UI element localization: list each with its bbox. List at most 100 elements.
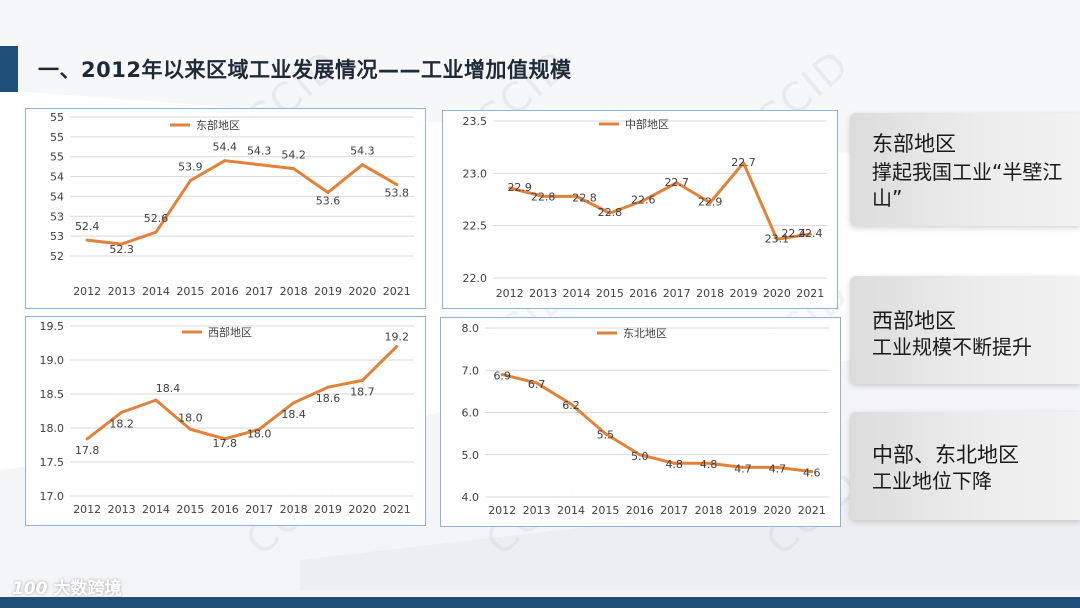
data-point bbox=[154, 230, 158, 234]
data-label: 22.9 bbox=[507, 181, 532, 194]
card-body: 工业地位下降 bbox=[872, 469, 992, 493]
x-tick-label: 2019 bbox=[729, 504, 757, 517]
chart-west-svg: 17.0 17.5 18.0 18.5 19.0 19.5 2012 2013 2014 2015… bbox=[40, 320, 414, 516]
data-point bbox=[675, 181, 679, 185]
data-point bbox=[569, 402, 573, 406]
data-point bbox=[292, 401, 296, 405]
data-point bbox=[120, 242, 124, 246]
y-tick-label: 55 bbox=[50, 111, 64, 124]
data-point bbox=[707, 461, 711, 465]
x-tick-label: 2018 bbox=[280, 285, 308, 298]
x-tick-label: 2015 bbox=[176, 285, 204, 298]
x-tick-label: 2013 bbox=[108, 285, 136, 298]
data-label: 4.6 bbox=[803, 467, 821, 480]
data-label: 18.4 bbox=[281, 408, 306, 421]
series-line bbox=[87, 159, 398, 246]
data-label: 5.5 bbox=[597, 429, 615, 442]
x-tick-label: 2016 bbox=[626, 504, 654, 517]
data-label: 52.4 bbox=[75, 220, 100, 233]
card-body: 工业规模不断提升 bbox=[872, 335, 1032, 359]
data-point bbox=[188, 179, 192, 183]
x-tick-label: 2015 bbox=[596, 287, 624, 300]
data-label: 53.9 bbox=[178, 161, 203, 174]
data-label: 22.7 bbox=[731, 156, 756, 169]
data-point bbox=[742, 161, 745, 165]
y-tick-label: 52 bbox=[50, 250, 64, 263]
data-label: 22.7 bbox=[664, 176, 689, 189]
data-point bbox=[120, 410, 124, 414]
data-label: 6.9 bbox=[493, 369, 511, 382]
data-label: 54.3 bbox=[247, 145, 272, 158]
x-tick-label: 2019 bbox=[730, 287, 758, 300]
data-label: 4.8 bbox=[665, 458, 683, 471]
data-label: 22.8 bbox=[598, 206, 623, 219]
data-label: 17.8 bbox=[213, 437, 238, 450]
y-tick-label: 55 bbox=[50, 151, 64, 164]
data-point bbox=[85, 437, 89, 441]
data-label: 52.6 bbox=[144, 212, 169, 225]
chart-east: 52 53 53 54 54 55 55 55 2012 2013 2014 2015 2016 2017… bbox=[25, 108, 426, 309]
x-tick-label: 2012 bbox=[73, 503, 101, 516]
title-accent-bar bbox=[0, 46, 18, 92]
data-point bbox=[810, 470, 814, 474]
data-point bbox=[292, 167, 296, 171]
data-label: 53.6 bbox=[316, 194, 341, 207]
data-point bbox=[508, 186, 512, 190]
data-point bbox=[775, 237, 779, 241]
x-tick-label: 2015 bbox=[591, 504, 619, 517]
y-tick-label: 22.5 bbox=[463, 220, 488, 233]
x-tick-label: 2020 bbox=[763, 287, 791, 300]
x-tick-label: 2014 bbox=[142, 285, 170, 298]
x-tick-label: 2017 bbox=[663, 287, 691, 300]
data-label: 18.2 bbox=[109, 417, 134, 430]
x-tick-label: 2015 bbox=[176, 503, 204, 516]
card-heading: 东部地区 bbox=[872, 132, 956, 156]
x-tick-label: 2018 bbox=[280, 503, 308, 516]
data-label: 53.8 bbox=[385, 187, 410, 200]
y-tick-label: 23.5 bbox=[463, 115, 488, 128]
chart-northeast: 4.0 5.0 6.0 7.0 8.0 2012 2013 2014 2015 2016 2017 2… bbox=[440, 317, 841, 527]
y-tick-label: 53 bbox=[50, 230, 64, 243]
brand-logo: 100 大数跨境 bbox=[12, 574, 122, 599]
card-heading: 西部地区 bbox=[872, 309, 956, 333]
data-label: 23.1 bbox=[765, 232, 790, 245]
x-tick-label: 2013 bbox=[523, 504, 551, 517]
data-label: 4.7 bbox=[769, 462, 787, 475]
x-tick-label: 2020 bbox=[763, 504, 791, 517]
data-point bbox=[360, 378, 364, 382]
x-tick-label: 2013 bbox=[529, 287, 557, 300]
x-tick-label: 2019 bbox=[314, 285, 342, 298]
legend-label: 东北地区 bbox=[623, 327, 667, 340]
y-tick-label: 7.0 bbox=[462, 364, 480, 377]
data-point bbox=[500, 372, 504, 376]
data-label: 54.3 bbox=[350, 145, 375, 158]
legend-label: 西部地区 bbox=[208, 325, 252, 339]
data-point bbox=[395, 344, 399, 348]
data-point bbox=[535, 381, 539, 385]
card-central-northeast: 中部、东北地区 工业地位下降 bbox=[850, 412, 1080, 520]
y-tick-label: 18.0 bbox=[40, 422, 65, 435]
legend-label: 东部地区 bbox=[196, 118, 240, 132]
x-tick-label: 2013 bbox=[108, 503, 136, 516]
x-tick-label: 2021 bbox=[383, 503, 411, 516]
data-label: 22.8 bbox=[572, 191, 597, 204]
data-point bbox=[326, 385, 330, 389]
series-line bbox=[501, 373, 812, 474]
data-point bbox=[603, 432, 607, 436]
data-label: 22.8 bbox=[531, 190, 556, 203]
y-tick-label: 8.0 bbox=[462, 322, 480, 335]
y-tick-label: 5.0 bbox=[462, 449, 480, 462]
x-tick-label: 2016 bbox=[629, 287, 657, 300]
x-tick-label: 2021 bbox=[798, 504, 826, 517]
y-tick-label: 22.0 bbox=[463, 272, 488, 285]
data-label: 17.8 bbox=[75, 444, 100, 457]
data-label: 22.4 bbox=[798, 227, 823, 240]
data-label: 22.9 bbox=[698, 196, 723, 209]
logo-mark: 100 bbox=[12, 579, 48, 599]
data-point bbox=[641, 199, 645, 203]
x-tick-label: 2017 bbox=[245, 285, 273, 298]
x-tick-label: 2014 bbox=[563, 287, 591, 300]
data-label: 6.7 bbox=[528, 378, 546, 391]
x-tick-label: 2016 bbox=[211, 285, 239, 298]
page-title: 一、2012年以来区域工业发展情况——工业增加值规模 bbox=[38, 58, 572, 82]
